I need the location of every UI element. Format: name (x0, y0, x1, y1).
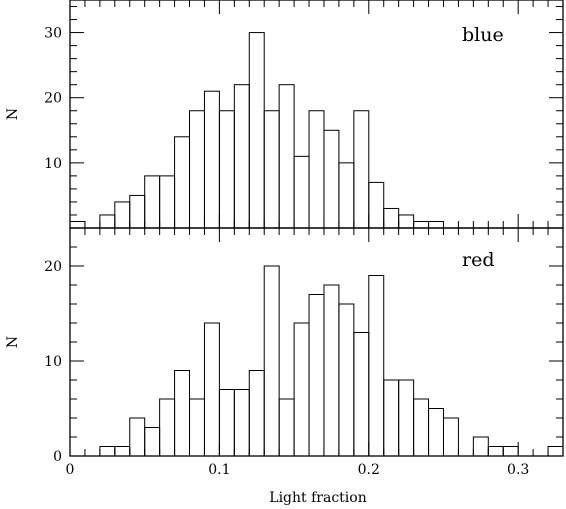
top-bar (159, 175, 176, 229)
bottom-bar (203, 322, 220, 457)
top-bar (144, 175, 161, 229)
top-bar (323, 129, 340, 229)
top-bar (278, 84, 295, 229)
top-panel: 10 20 30 blue N (5, 0, 564, 229)
bottom-bar (144, 427, 161, 457)
bottom-bars (99, 265, 564, 457)
bottom-bar (308, 294, 325, 457)
bottom-bar (114, 446, 131, 457)
top-bar (353, 110, 370, 229)
bottom-bar (323, 284, 340, 457)
bottom-bar (368, 275, 385, 457)
bottom-bar (442, 417, 459, 457)
x-tick-label: 0.3 (507, 462, 529, 478)
top-bar (338, 162, 355, 229)
bottom-bar (398, 379, 415, 457)
x-tick-label: 0.2 (358, 462, 380, 478)
bottom-bar (383, 379, 400, 457)
bottom-bar (472, 436, 489, 457)
top-bar (69, 220, 86, 229)
bottom-bar (353, 332, 370, 457)
top-bar (383, 207, 400, 229)
top-bar (114, 201, 131, 229)
y-tick-label: 10 (44, 354, 62, 370)
top-bar (368, 181, 385, 229)
bottom-bar (99, 446, 116, 457)
bottom-panel-frame (69, 227, 564, 457)
top-y-tick-labels: 10 20 30 (44, 26, 62, 172)
bottom-bar (159, 398, 176, 457)
y-tick-label: 20 (44, 91, 62, 107)
top-bar (263, 110, 280, 229)
bottom-y-tick-labels: 0 10 20 (44, 259, 62, 465)
top-axis-ticks (69, 0, 564, 229)
y-tick-label: 10 (44, 156, 62, 172)
top-bar (398, 214, 415, 229)
bottom-bar (218, 389, 235, 457)
bottom-bar (547, 446, 564, 457)
y-tick-label: 0 (53, 449, 62, 465)
top-bar (203, 90, 220, 229)
bottom-bar (129, 417, 146, 457)
top-y-axis-label: N (5, 108, 21, 120)
bottom-bar (278, 398, 295, 457)
x-tick-label: 0 (66, 462, 75, 478)
bottom-bar (233, 389, 250, 457)
y-tick-label: 20 (44, 259, 62, 275)
bottom-bar (174, 370, 191, 457)
bottom-bar (293, 322, 310, 457)
top-bar (293, 155, 310, 229)
top-bar (233, 84, 250, 229)
bottom-bar (189, 398, 205, 457)
top-bar (413, 220, 430, 229)
bottom-bar (338, 303, 355, 457)
top-bar (189, 110, 205, 229)
x-tick-label: 0.1 (208, 462, 230, 478)
top-bar (129, 194, 146, 229)
top-bar (248, 32, 265, 229)
top-bar (99, 214, 116, 229)
bottom-bar (428, 408, 444, 457)
top-panel-label: blue (462, 24, 504, 46)
y-tick-label: 30 (44, 26, 62, 42)
top-bars (69, 32, 444, 229)
bottom-bar (248, 370, 265, 457)
bottom-bar (263, 265, 280, 457)
bottom-y-axis-label: N (5, 336, 21, 348)
bottom-bar (502, 446, 519, 457)
bottom-bar (413, 398, 430, 457)
bottom-panel-label: red (462, 249, 495, 271)
x-tick-labels: 0 0.1 0.2 0.3 (66, 462, 530, 478)
top-bar (308, 110, 325, 229)
x-axis-label: Light fraction (269, 490, 366, 506)
top-bar (218, 110, 235, 229)
top-bar (174, 136, 191, 229)
bottom-panel: 0 10 20 0 0.1 0.2 0.3 red N Light fraction (5, 227, 564, 506)
bottom-bar (487, 446, 504, 457)
top-bar (428, 220, 444, 229)
